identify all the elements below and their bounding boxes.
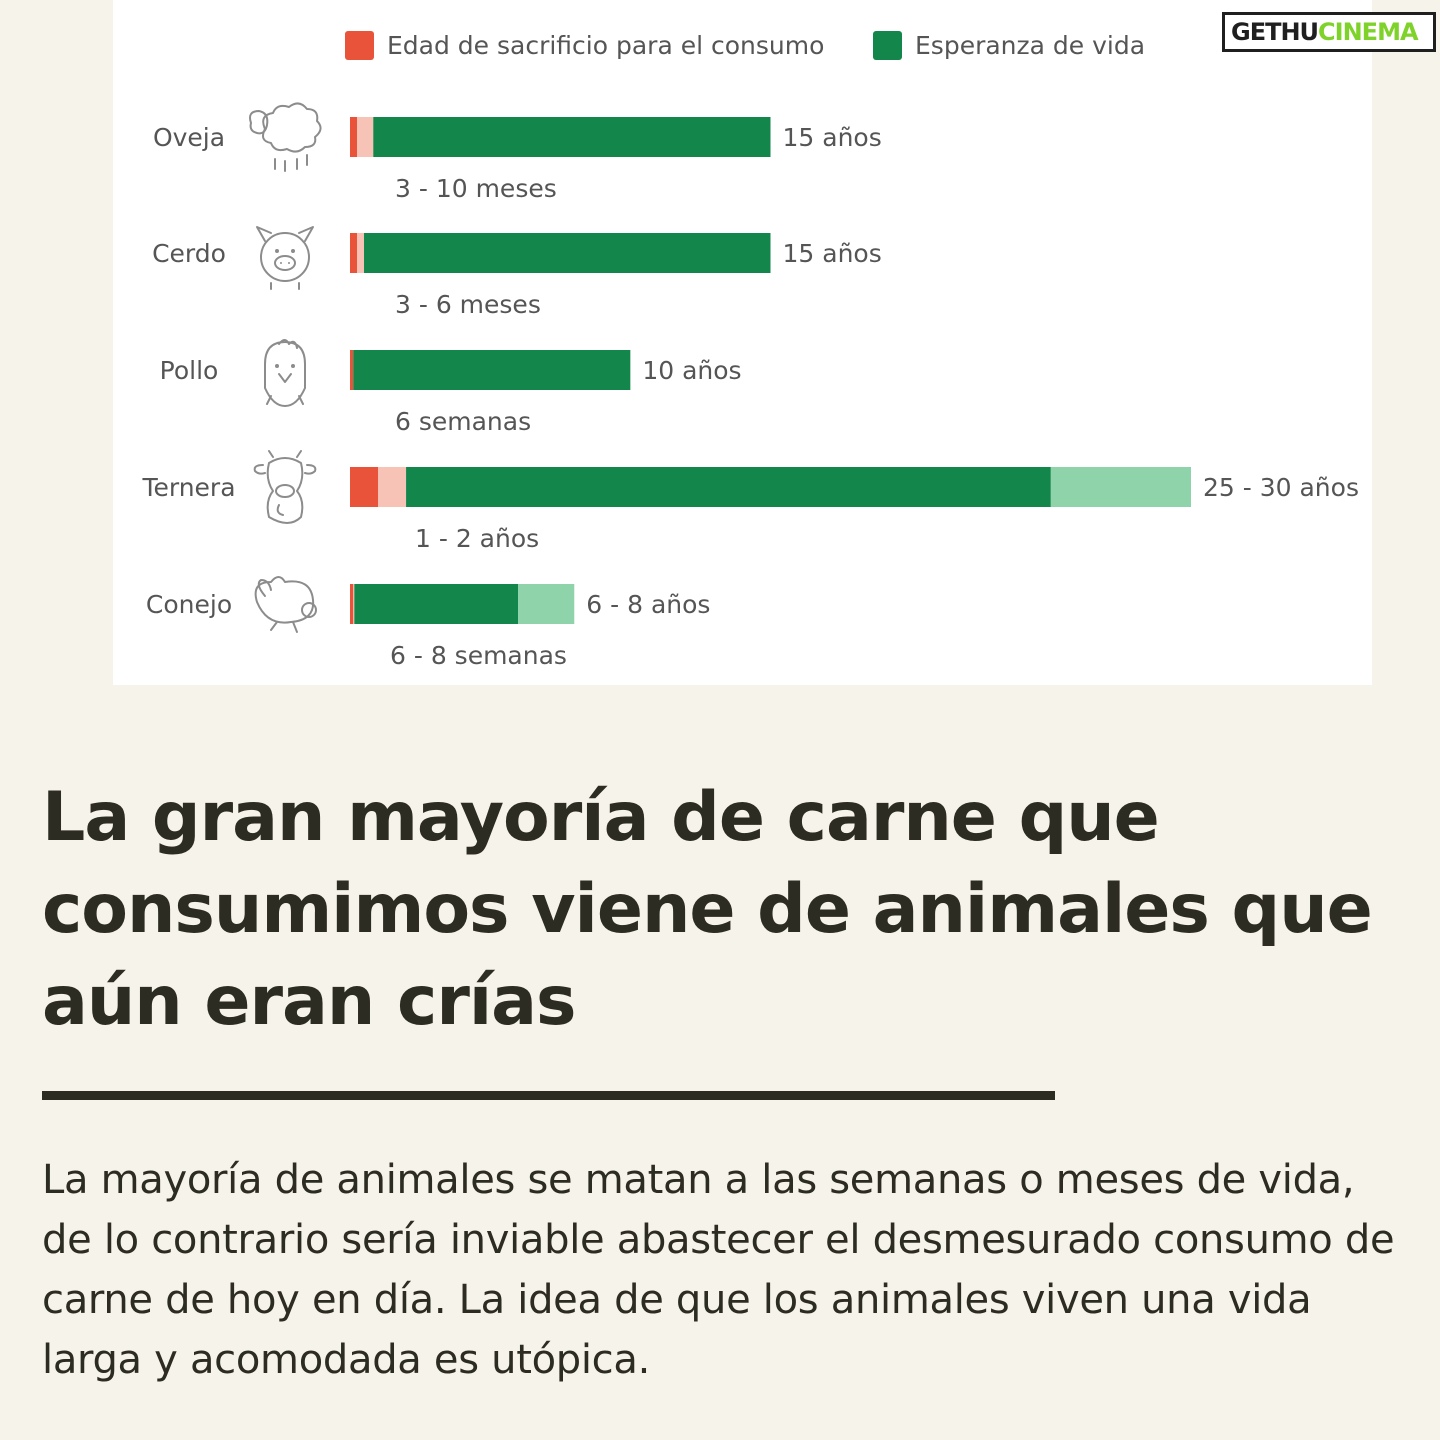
chicken-icon [264, 339, 306, 407]
lifespan-range-bar [1050, 467, 1191, 507]
lifespan-bar [354, 584, 519, 624]
slaughter-range-bar [353, 584, 355, 624]
chart-row-4: Conejo 6 - 8 años 6 - 8 semanas [146, 576, 710, 670]
legend-swatch-0 [345, 31, 374, 60]
slaughter-range-bar [357, 233, 365, 273]
headline: La gran mayoría de carne que consumimos … [42, 778, 1373, 1041]
legend-swatch-1 [873, 31, 902, 60]
chart-row-2: Pollo 10 años 6 semanas [160, 339, 742, 436]
chart-row-1: Cerdo 15 años 3 - 6 meses [152, 226, 882, 319]
lifespan-value-label: 6 - 8 años [586, 590, 710, 619]
category-label: Conejo [146, 590, 232, 619]
chart-rows: Oveja 15 años 3 - 10 meses Cerdo 15 años 3 - … [141, 102, 1359, 670]
chart-row-3: Ternera 25 - 30 años 1 - 2 años [141, 450, 1359, 553]
lifespan-value-label: 15 años [783, 239, 882, 268]
pig-eye [275, 249, 279, 253]
slaughter-value-label: 3 - 6 meses [395, 290, 541, 319]
category-label: Ternera [141, 473, 235, 502]
divider [42, 1091, 1055, 1100]
chart-legend: Edad de sacrificio para el consumo Espera… [345, 31, 1145, 60]
lifespan-value-label: 25 - 30 años [1203, 473, 1359, 502]
slaughter-bar [350, 584, 354, 624]
watermark-box: GETHU CINEMA [1222, 12, 1436, 52]
lifespan-value-label: 15 años [783, 123, 882, 152]
legend-item-1: Esperanza de vida [873, 31, 1145, 60]
legend-label-0: Edad de sacrificio para el consumo [387, 31, 824, 60]
watermark-text-part2: CINEMA [1318, 18, 1418, 46]
lifespan-bar [364, 233, 771, 273]
calf-icon [253, 450, 317, 524]
slaughter-bar [350, 467, 379, 507]
lifespan-bar [406, 467, 1051, 507]
lifespan-bar [373, 117, 771, 157]
lifespan-bar [353, 350, 631, 390]
chicken-eye [275, 364, 279, 368]
chicken-eye [291, 364, 295, 368]
category-label: Cerdo [152, 239, 226, 268]
slaughter-value-label: 6 - 8 semanas [390, 641, 567, 670]
slaughter-bar [350, 350, 354, 390]
slaughter-value-label: 1 - 2 años [415, 524, 539, 553]
legend-item-0: Edad de sacrificio para el consumo [345, 31, 824, 60]
lifespan-chart: Edad de sacrificio para el consumo Espera… [141, 31, 1359, 670]
chart-panel: Edad de sacrificio para el consumo Espera… [113, 0, 1372, 685]
sheep-icon [249, 102, 322, 172]
lifespan-range-bar [518, 584, 575, 624]
slaughter-bar [350, 117, 358, 157]
category-label: Oveja [153, 123, 225, 152]
lifespan-value-label: 10 años [642, 356, 741, 385]
slaughter-bar [350, 233, 358, 273]
category-label: Pollo [160, 356, 219, 385]
watermark-text-part1: GETHU [1231, 18, 1319, 46]
rabbit-icon [254, 576, 317, 633]
watermark-logo: GETHU CINEMA [1222, 6, 1436, 56]
slaughter-value-label: 6 semanas [395, 407, 531, 436]
body-text: La mayoría de animales se matan a las se… [42, 1157, 1395, 1383]
pig-eye [291, 249, 295, 253]
slaughter-range-bar [378, 467, 407, 507]
pig-icon [256, 226, 314, 290]
slaughter-value-label: 3 - 10 meses [395, 174, 557, 203]
legend-label-1: Esperanza de vida [915, 31, 1145, 60]
chart-row-0: Oveja 15 años 3 - 10 meses [153, 102, 882, 203]
slaughter-range-bar [357, 117, 374, 157]
